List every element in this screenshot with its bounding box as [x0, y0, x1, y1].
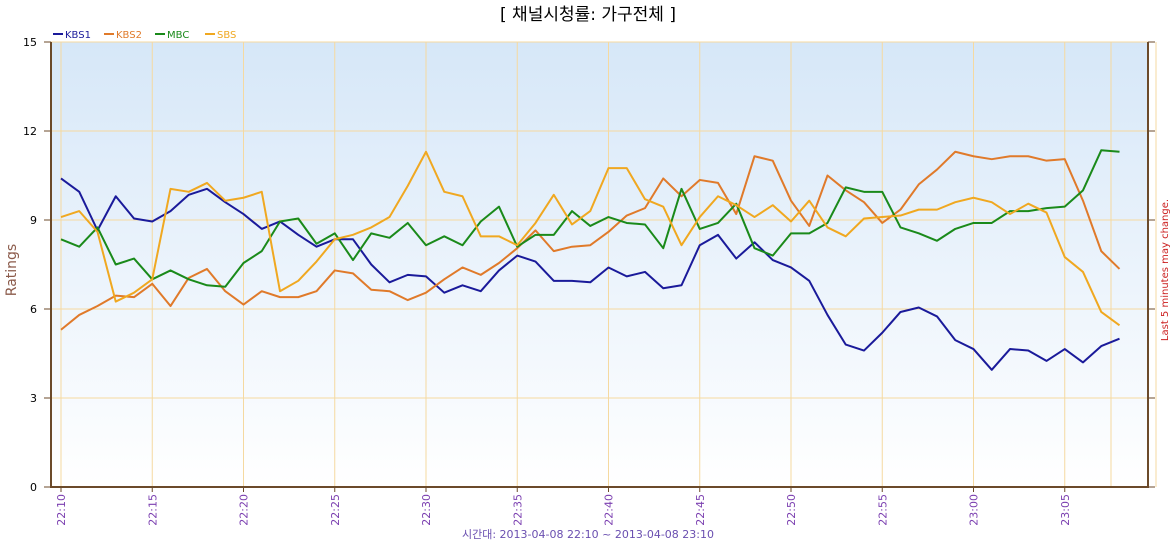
- x-tick-label: 22:10: [55, 494, 68, 526]
- x-tick-label: 22:20: [238, 494, 251, 526]
- chart-title: [ 채널시청률: 가구전체 ]: [500, 5, 676, 25]
- plot-area: [51, 42, 1148, 486]
- x-axis-label: 시간대: 2013-04-08 22:10 ~ 2013-04-08 23:10: [462, 528, 714, 541]
- x-tick-label: 22:15: [146, 494, 159, 526]
- right-note: Last 5 minutes may change.: [1160, 199, 1171, 341]
- x-tick-label: 23:00: [968, 494, 981, 526]
- legend-label: SBS: [217, 30, 236, 41]
- series-line-sbs: [60, 150, 1121, 327]
- x-tick-label: 22:55: [876, 494, 889, 526]
- series-line-kbs1: [60, 177, 1120, 371]
- y-axis-label: Ratings: [4, 244, 20, 296]
- x-tick-label: 22:25: [329, 494, 342, 526]
- y-tick-label: 3: [30, 392, 37, 405]
- legend-label: KBS1: [65, 30, 91, 41]
- x-tick-label: 22:35: [511, 494, 524, 526]
- y-ticks: 0 3 6 9 12 15: [23, 36, 1155, 494]
- y-tick-label: 0: [30, 481, 37, 494]
- legend: KBS1 KBS2 MBC SBS: [53, 30, 236, 41]
- series-line-kbs2: [60, 150, 1121, 331]
- grid: [51, 41, 1157, 487]
- legend-label: MBC: [167, 30, 189, 41]
- y-tick-label: 12: [23, 125, 37, 138]
- x-tick-label: 23:05: [1059, 494, 1072, 526]
- x-tick-label: 22:45: [694, 494, 707, 526]
- y-tick-label: 15: [23, 36, 37, 49]
- legend-label: KBS2: [116, 30, 142, 41]
- y-tick-label: 6: [30, 303, 37, 316]
- x-tick-label: 22:50: [785, 494, 798, 526]
- series-lines: [60, 149, 1121, 371]
- x-ticks: 22:10 22:15 22:20 22:25 22:30 22:35 22:40 22:45…: [55, 487, 1072, 526]
- x-tick-label: 22:40: [603, 494, 616, 526]
- x-tick-label: 22:30: [420, 494, 433, 526]
- series-line-mbc: [60, 149, 1120, 288]
- y-tick-label: 9: [30, 214, 37, 227]
